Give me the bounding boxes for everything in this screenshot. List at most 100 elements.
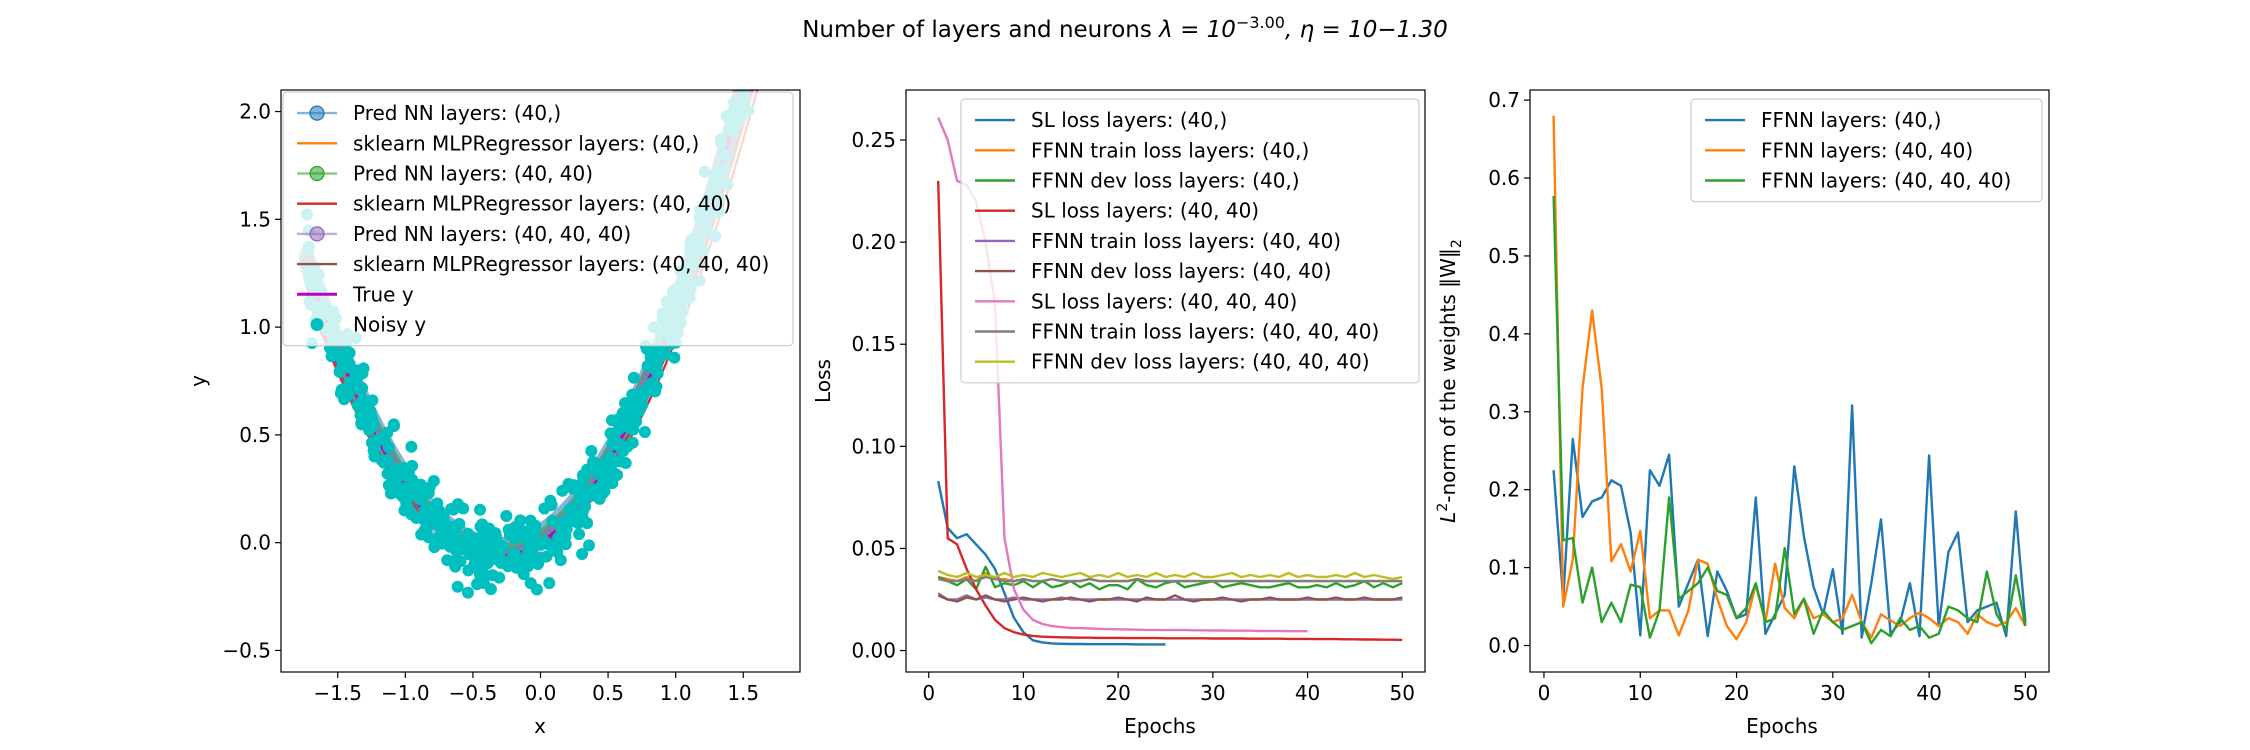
noisy-y-point — [451, 552, 464, 565]
x-tick-label: 40 — [1295, 681, 1320, 705]
noisy-y-point — [626, 436, 639, 449]
x-tick-label: 20 — [1724, 681, 1749, 705]
x-axis-label: x — [534, 714, 546, 738]
legend-marker — [310, 318, 324, 331]
y-tick-label: 0.5 — [1488, 244, 1520, 268]
noisy-y-point — [575, 513, 588, 526]
legend-label: FFNN layers: (40, 40) — [1761, 138, 1973, 162]
noisy-y-point — [387, 418, 400, 431]
noisy-y-point — [525, 537, 538, 550]
noisy-y-point — [352, 364, 365, 377]
y-tick-label: 0.00 — [851, 639, 896, 663]
y-tick-label: 0.4 — [1488, 322, 1520, 346]
y-tick-label: 0.3 — [1488, 400, 1520, 424]
noisy-y-point — [420, 502, 433, 515]
legend-label: SL loss layers: (40,) — [1031, 108, 1227, 132]
noisy-y-point — [610, 455, 623, 468]
noisy-y-point — [486, 569, 499, 582]
x-tick-label: −0.5 — [449, 681, 498, 705]
noisy-y-point — [377, 456, 390, 469]
noisy-y-point — [382, 441, 395, 454]
noisy-y-point — [577, 473, 590, 486]
x-tick-label: 0.5 — [592, 681, 624, 705]
legend-label: FFNN dev loss layers: (40, 40) — [1031, 259, 1331, 283]
axes-frame — [1529, 89, 2050, 673]
noisy-y-point — [502, 523, 515, 536]
noisy-y-point — [559, 530, 572, 543]
noisy-y-point — [545, 498, 558, 511]
noisy-y-point — [563, 513, 576, 526]
noisy-y-point — [650, 344, 663, 357]
x-axis-label: Epochs — [1746, 714, 1818, 738]
noisy-y-point — [484, 542, 497, 555]
legend-label: FFNN train loss layers: (40,) — [1031, 138, 1309, 162]
noisy-y-point — [556, 484, 569, 497]
noisy-y-point — [441, 525, 454, 538]
legend-label: FFNN dev loss layers: (40,) — [1031, 169, 1300, 193]
series-line-6 — [937, 117, 1308, 633]
noisy-y-point — [387, 478, 400, 491]
noisy-y-point — [535, 538, 548, 551]
series-line-5 — [937, 594, 1403, 603]
noisy-y-point — [339, 349, 352, 362]
noisy-y-point — [650, 380, 663, 393]
noisy-y-point — [551, 546, 564, 559]
legend-label: sklearn MLPRegressor layers: (40, 40, 40… — [353, 252, 769, 276]
legend-label: FFNN dev loss layers: (40, 40, 40) — [1031, 350, 1370, 374]
loss-panel: Epochs Loss 0 10 20 30 40 50 0.00 0.05 0.10 0.15 0… — [811, 89, 1426, 738]
y-tick-label: 0.5 — [239, 423, 271, 447]
weights-plot-area — [1552, 115, 2027, 645]
noisy-y-point — [427, 475, 440, 488]
loss-plot-area — [937, 117, 1403, 646]
x-tick-label: 1.0 — [660, 681, 692, 705]
x-tick-label: 30 — [1200, 681, 1225, 705]
noisy-y-point — [624, 399, 637, 412]
noisy-y-point — [420, 523, 433, 536]
axes-frame — [905, 89, 1426, 673]
x-tick-label: 20 — [1105, 681, 1130, 705]
noisy-y-point — [358, 396, 371, 409]
legend: SL loss layers: (40,) FFNN train loss lay… — [960, 98, 1420, 384]
noisy-y-point — [474, 503, 487, 516]
noisy-y-point — [577, 494, 590, 507]
noisy-y-point — [585, 444, 598, 457]
legend-label: True y — [352, 282, 414, 306]
y-tick-label: 0.1 — [1488, 556, 1520, 580]
x-tick-label: 30 — [1820, 681, 1845, 705]
noisy-y-point — [367, 438, 380, 451]
noisy-y-point — [381, 426, 394, 439]
y-axis-label: L2-norm of the weights ‖W‖2 — [1435, 239, 1465, 523]
noisy-y-point — [573, 528, 586, 541]
noisy-y-point — [433, 504, 446, 517]
noisy-y-point — [576, 547, 589, 560]
y-tick-label: 1.5 — [239, 207, 271, 231]
noisy-y-point — [638, 426, 651, 439]
series-line-2 — [1552, 195, 2027, 645]
y-tick-label: 2.0 — [239, 100, 271, 124]
noisy-y-point — [567, 482, 580, 495]
noisy-y-point — [581, 463, 594, 476]
noisy-y-point — [493, 551, 506, 564]
noisy-y-point — [496, 541, 509, 554]
y-tick-label: 0.20 — [851, 230, 896, 254]
legend-label: Pred NN layers: (40, 40) — [353, 162, 593, 186]
legend-label: FFNN train loss layers: (40, 40, 40) — [1031, 320, 1379, 344]
noisy-y-point — [590, 483, 603, 496]
noisy-y-point — [626, 418, 639, 431]
y-tick-label: 0.7 — [1488, 88, 1520, 112]
x-tick-label: 10 — [1011, 681, 1036, 705]
y-tick-label: 1.0 — [239, 315, 271, 339]
legend-marker — [309, 105, 325, 121]
legend-marker — [309, 165, 325, 182]
weights-panel: Epochs L2-norm of the weights ‖W‖2 0 10 20… — [1435, 88, 2050, 738]
x-tick-label: 10 — [1628, 681, 1653, 705]
noisy-y-point — [516, 564, 529, 577]
y-tick-label: 0.0 — [1488, 634, 1520, 658]
y-axis-label: Loss — [811, 359, 835, 403]
legend-label: SL loss layers: (40, 40) — [1031, 199, 1259, 223]
noisy-y-point — [455, 540, 468, 553]
noisy-y-point — [441, 554, 454, 567]
noisy-y-point — [358, 412, 371, 425]
noisy-y-point — [457, 502, 470, 515]
y-tick-label: 0.25 — [851, 128, 896, 152]
